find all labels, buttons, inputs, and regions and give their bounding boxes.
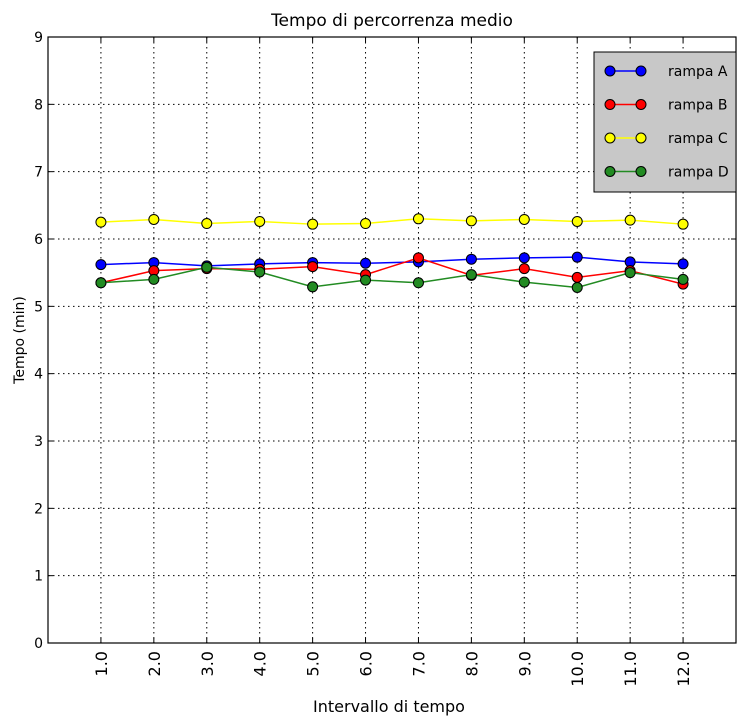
y-tick-label: 1 [34,569,43,585]
data-point [518,263,530,275]
data-point [412,252,424,264]
chart-title: Tempo di percorrenza medio [270,11,513,31]
data-point [95,259,107,271]
data-point [307,281,319,293]
data-point [571,251,583,263]
plot-frame [47,36,737,644]
data-point [201,261,213,273]
legend-marker [604,132,616,144]
data-point [95,277,107,289]
y-tick-label: 7 [34,165,43,181]
legend: rampa A rampa B rampa C rampa D [593,51,737,193]
y-tick-label: 0 [34,636,43,652]
x-tick-label: 4.0 [251,651,270,676]
data-point [412,213,424,225]
y-tick-label: 6 [34,232,43,248]
data-point [571,271,583,283]
legend-marker [635,99,647,110]
legend-box [593,51,737,193]
legend-marker [604,65,616,77]
data-point [360,218,372,230]
x-tick-label: 1.0 [92,651,111,676]
legend-marker [604,166,616,177]
x-tick-label: 9.0 [515,651,534,676]
data-point [677,218,689,230]
data-point [360,257,372,269]
data-point [571,281,583,293]
data-point [624,214,636,226]
data-point [95,216,107,228]
series-layer [95,213,689,293]
legend-label: rampa A [668,64,728,80]
series-line [100,266,684,289]
series-line [100,256,684,267]
x-tick-label: 3.0 [198,651,217,676]
data-point [624,267,636,279]
data-point [307,218,319,230]
legend-label: rampa B [668,98,728,114]
x-tick-label: 11.0 [621,651,640,687]
data-point [465,253,477,265]
data-point [677,258,689,270]
y-tick-label: 2 [34,501,43,517]
x-tick-label: 7.0 [409,651,428,676]
legend-marker [635,132,647,144]
x-tick-label: 2.0 [145,651,164,676]
x-tick-label: 6.0 [357,651,376,676]
data-point [201,218,213,230]
x-tick-label: 12.0 [674,651,693,687]
data-point [465,269,477,281]
legend-marker [604,99,616,110]
y-tick-label: 9 [34,30,43,46]
data-point [465,215,477,227]
data-point [518,276,530,288]
x-tick-label: 5.0 [304,651,323,676]
data-point [518,252,530,264]
data-point [254,266,266,278]
y-tick-label: 5 [34,299,43,315]
data-point [307,261,319,273]
y-axis-label: Tempo (min) [12,296,28,385]
data-point [254,215,266,227]
x-tick-label: 10.0 [568,651,587,687]
data-point [148,213,160,225]
y-tick-label: 8 [34,97,43,113]
data-point [148,273,160,285]
data-point [412,277,424,289]
x-axis-label: Intervallo di tempo [313,697,465,716]
data-point [360,274,372,286]
legend-label: rampa C [668,131,728,147]
legend-label: rampa D [668,165,729,181]
data-point [571,215,583,227]
legend-marker [635,166,647,177]
y-tick-label: 3 [34,434,43,450]
series-line [100,218,684,225]
data-point [677,273,689,285]
data-point [518,213,530,225]
x-tick-label: 8.0 [462,651,481,676]
y-tick-label: 4 [34,367,43,383]
legend-marker [635,65,647,77]
